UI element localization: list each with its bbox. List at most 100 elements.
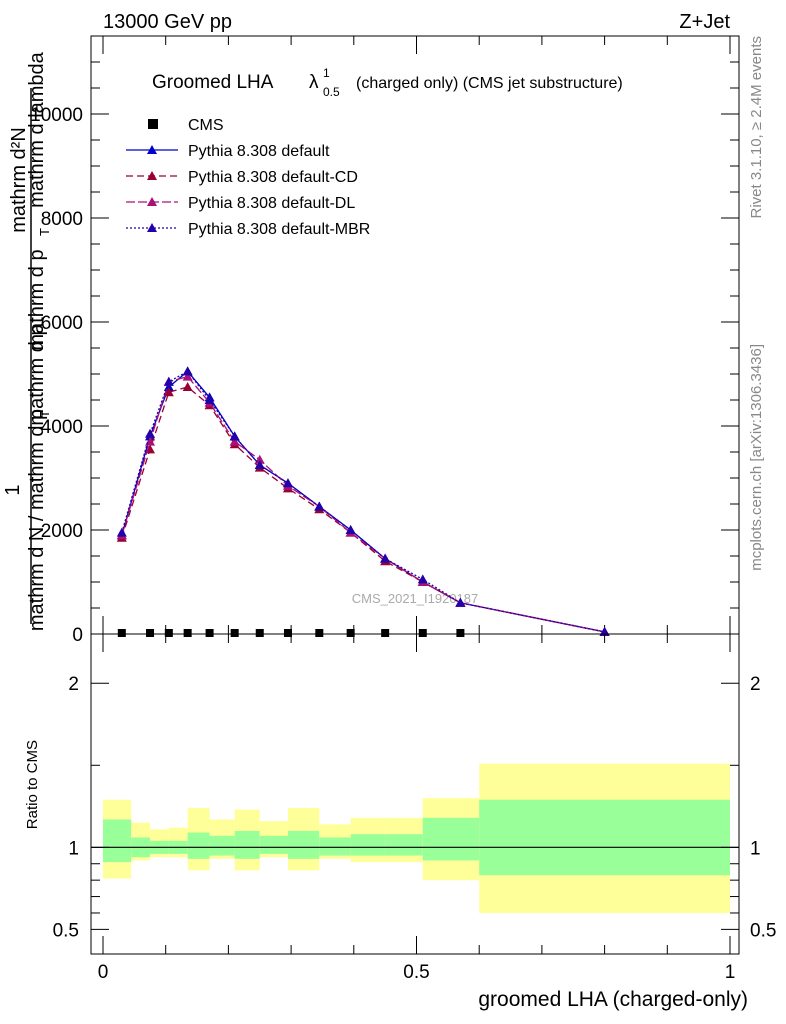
ratio-y-tick-label: 1 — [68, 838, 79, 859]
ratio-inner-band — [187, 832, 210, 859]
ratio-inner-band — [234, 830, 260, 859]
main-y-ticks: 0 2000 4000 6000 8000 10000 — [30, 61, 739, 646]
series-3-point — [204, 395, 215, 404]
legend-marker-3 — [147, 223, 157, 232]
x-axis-label: groomed LHA (charged-only) — [478, 988, 748, 1011]
x-tick-label: 0.5 — [403, 962, 429, 983]
cms-data-point — [230, 629, 239, 637]
ylabel-lower-den-sub: T — [37, 410, 52, 418]
plot-title: Groomed LHA λ 1 0.5 (charged only) (CMS … — [152, 66, 623, 99]
title-sup: 1 — [323, 66, 330, 80]
legend-label-1: Pythia 8.308 default-CD — [188, 169, 358, 186]
mcplots-note: mcplots.cern.ch [arXiv:1306.3436] — [748, 344, 765, 571]
ratio-inner-band — [350, 834, 386, 856]
ratio-y-tick-label-right: 2 — [750, 674, 761, 695]
series-3-point — [455, 597, 466, 607]
ratio-y-tick-label-right: 1 — [750, 838, 761, 859]
series-2-point — [229, 436, 240, 446]
series-3-point — [314, 501, 325, 511]
series-0-point — [163, 382, 174, 391]
svg-text:Groomed LHA: Groomed LHA — [152, 72, 274, 93]
ratio-inner-band — [479, 799, 730, 876]
ratio-y-tick-label-right: 0.5 — [750, 920, 776, 941]
ratio-y-tick-label: 0.5 — [53, 920, 79, 941]
ratio-inner-band — [209, 835, 235, 856]
ratio-inner-band — [259, 835, 288, 854]
ratio-inner-band — [103, 819, 132, 863]
ylabel-lower-num: 1 — [2, 484, 24, 495]
cms-data-point — [283, 629, 292, 637]
energy-label: 13000 GeV pp — [103, 11, 232, 33]
legend-marker-1 — [147, 171, 157, 180]
legend-label-cms: CMS — [188, 117, 224, 134]
ratio-y-label: Ratio to CMS — [24, 740, 41, 829]
cms-data-point — [255, 629, 264, 637]
ratio-inner-band — [319, 837, 351, 856]
series-line-2 — [121, 375, 605, 633]
legend-label-2: Pythia 8.308 default-DL — [188, 195, 355, 212]
main-y-tick-label: 4000 — [41, 417, 83, 438]
main-y-tick-label: 8000 — [41, 209, 83, 230]
ratio-plot: 0.5 0.51 12 2 0 0.5 1 Ratio to CMS groomed LH… — [24, 633, 776, 1011]
main-y-tick-label: 10000 — [30, 105, 83, 126]
ratio-plot-frame — [90, 633, 740, 955]
cms-data-point — [146, 629, 155, 637]
title-lambda: λ — [309, 72, 319, 93]
legend-marker-0 — [147, 145, 157, 154]
ratio-y-tick-label: 2 — [68, 674, 79, 695]
series-1-point — [182, 382, 193, 391]
title-main: Groomed LHA — [152, 72, 274, 93]
main-y-tick-label: 0 — [72, 625, 83, 646]
x-tick-label: 0 — [98, 962, 109, 983]
ratio-inner-band — [287, 830, 320, 859]
series-3-point — [282, 478, 293, 488]
cms-data — [117, 629, 465, 637]
legend: CMS Pythia 8.308 default Pythia 8.308 defa… — [126, 117, 370, 238]
title-sub: 0.5 — [323, 85, 340, 99]
series-3-point — [380, 553, 391, 563]
ratio-inner-band — [385, 834, 423, 856]
ylabel-lower-den-tail: mathrm d p — [26, 324, 48, 425]
ylabel-lower-den: mathrm d N / mathrm d p — [26, 409, 48, 631]
main-y-tick-label: 2000 — [41, 521, 83, 542]
cms-data-point — [381, 629, 390, 637]
series-3-point — [116, 527, 127, 537]
series-3-point — [254, 460, 265, 469]
ratio-x-ticks: 0 0.5 1 — [98, 634, 736, 983]
main-series — [116, 366, 610, 636]
process-label: Z+Jet — [679, 11, 730, 33]
legend-label-3: Pythia 8.308 default-MBR — [188, 221, 370, 238]
series-3-point — [345, 525, 356, 534]
x-tick-label: 1 — [725, 962, 736, 983]
legend-marker-2 — [147, 197, 157, 206]
series-line-3 — [121, 370, 605, 633]
main-y-tick-label: 6000 — [41, 313, 83, 334]
cms-data-point — [183, 629, 192, 637]
series-1-point — [163, 387, 174, 397]
cms-data-point — [418, 629, 427, 637]
legend-label-0: Pythia 8.308 default — [188, 143, 330, 160]
series-3-point — [182, 366, 193, 376]
cms-data-point — [346, 629, 355, 637]
cms-data-point — [117, 629, 126, 637]
legend-marker-cms — [148, 119, 158, 129]
cms-data-point — [205, 629, 214, 637]
ratio-bands — [103, 763, 730, 913]
series-3-point — [417, 574, 428, 584]
series-3-point — [163, 376, 174, 386]
ylabel-upper-mid-sub: T — [37, 228, 52, 236]
rivet-note: Rivet 3.1.10, ≥ 2.4M events — [748, 36, 765, 219]
ratio-inner-band — [422, 817, 480, 861]
cms-data-point — [315, 629, 324, 637]
cms-data-point — [456, 629, 465, 637]
series-3-point — [229, 431, 240, 441]
cms-data-point — [164, 629, 173, 637]
title-rest: (charged only) (CMS jet substructure) — [356, 75, 623, 92]
main-y-label: mathrm d²N mathrm d lambda mathrm d p T … — [2, 51, 52, 631]
ylabel-upper: mathrm d²N — [8, 127, 30, 233]
series-2-point — [182, 371, 193, 381]
ylabel-upper-tail: mathrm d lambda — [26, 51, 48, 207]
series-3-point — [145, 428, 156, 438]
